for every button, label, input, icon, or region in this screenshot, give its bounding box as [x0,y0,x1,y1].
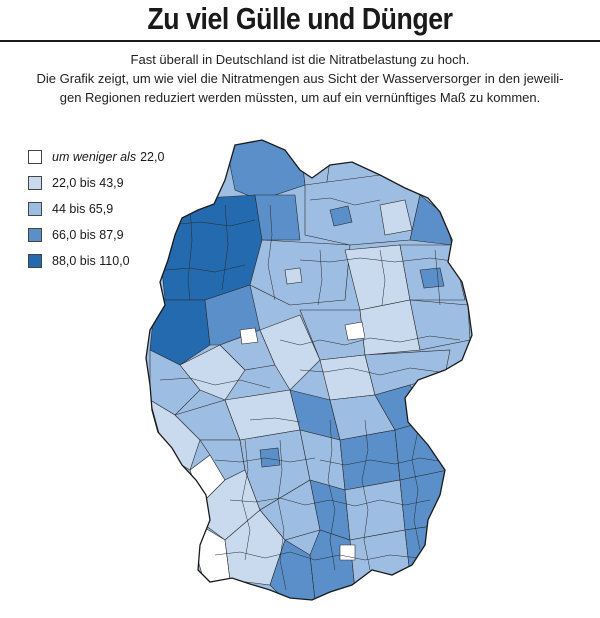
legend-item-1: um weniger als 22,0 [28,148,164,166]
subtitle-line-3: gen Regionen reduziert werden müssten, u… [59,90,541,105]
district-light-patch-2 [344,321,366,341]
district-niederbayern [399,469,449,531]
legend-swatch-4 [28,228,42,242]
legend-item-4: 66,0 bis 87,9 [28,226,164,244]
district-dark-patch-1 [329,205,353,227]
legend-item-3: 44 bis 65,9 [28,200,164,218]
district-leipzig [359,299,421,356]
page-title: Zu viel Gülle und Dünger [147,1,453,36]
subtitle-line-1: Fast überall in Deutschland ist die Nitr… [130,52,470,67]
subtitle-line-2: Die Grafik zeigt, um wie viel die Nitrat… [36,71,564,86]
district-dark-patch-2 [419,267,445,289]
legend-label-1: 22,0 [140,150,165,164]
legend-label-3: 44 bis 65,9 [52,202,114,216]
germany-map [145,139,473,601]
district-bremen-region [254,194,301,241]
legend-label-5: 88,0 bis 110,0 [52,254,130,268]
district-niederbayern-north [394,419,449,481]
germany-outline [145,139,473,601]
district-muensterland [149,299,211,366]
subtitle: Fast überall in Deutschland ist die Nitr… [0,50,600,107]
district-layer [146,140,472,600]
district-ruhr [179,344,246,401]
legend-label-2: 22,0 bis 43,9 [52,176,124,190]
legend-item-2: 22,0 bis 43,9 [28,174,164,192]
legend-swatch-2 [28,176,42,190]
legend-prefix-1: um weniger als [52,150,137,164]
title-divider [0,40,600,42]
district-oberbayern-north [344,479,406,541]
district-allgaeu [309,529,356,600]
map-legend: um weniger als 22,0 22,0 bis 43,9 44 bis… [28,148,164,278]
district-light-patch-3 [284,267,303,285]
district-weser-ems [159,194,263,301]
legend-swatch-1 [28,150,42,164]
legend-label-4: 66,0 bis 87,9 [52,228,124,242]
legend-swatch-5 [28,254,42,268]
legend-item-5: 88,0 bis 110,0 [28,252,164,270]
district-dark-patch-3 [259,447,281,468]
district-sh-west [224,140,306,201]
district-muenchen [349,529,411,591]
legend-swatch-3 [28,202,42,216]
district-light-patch-1 [239,327,259,345]
district-boundaries [159,197,461,591]
district-nordhessen [259,314,321,391]
